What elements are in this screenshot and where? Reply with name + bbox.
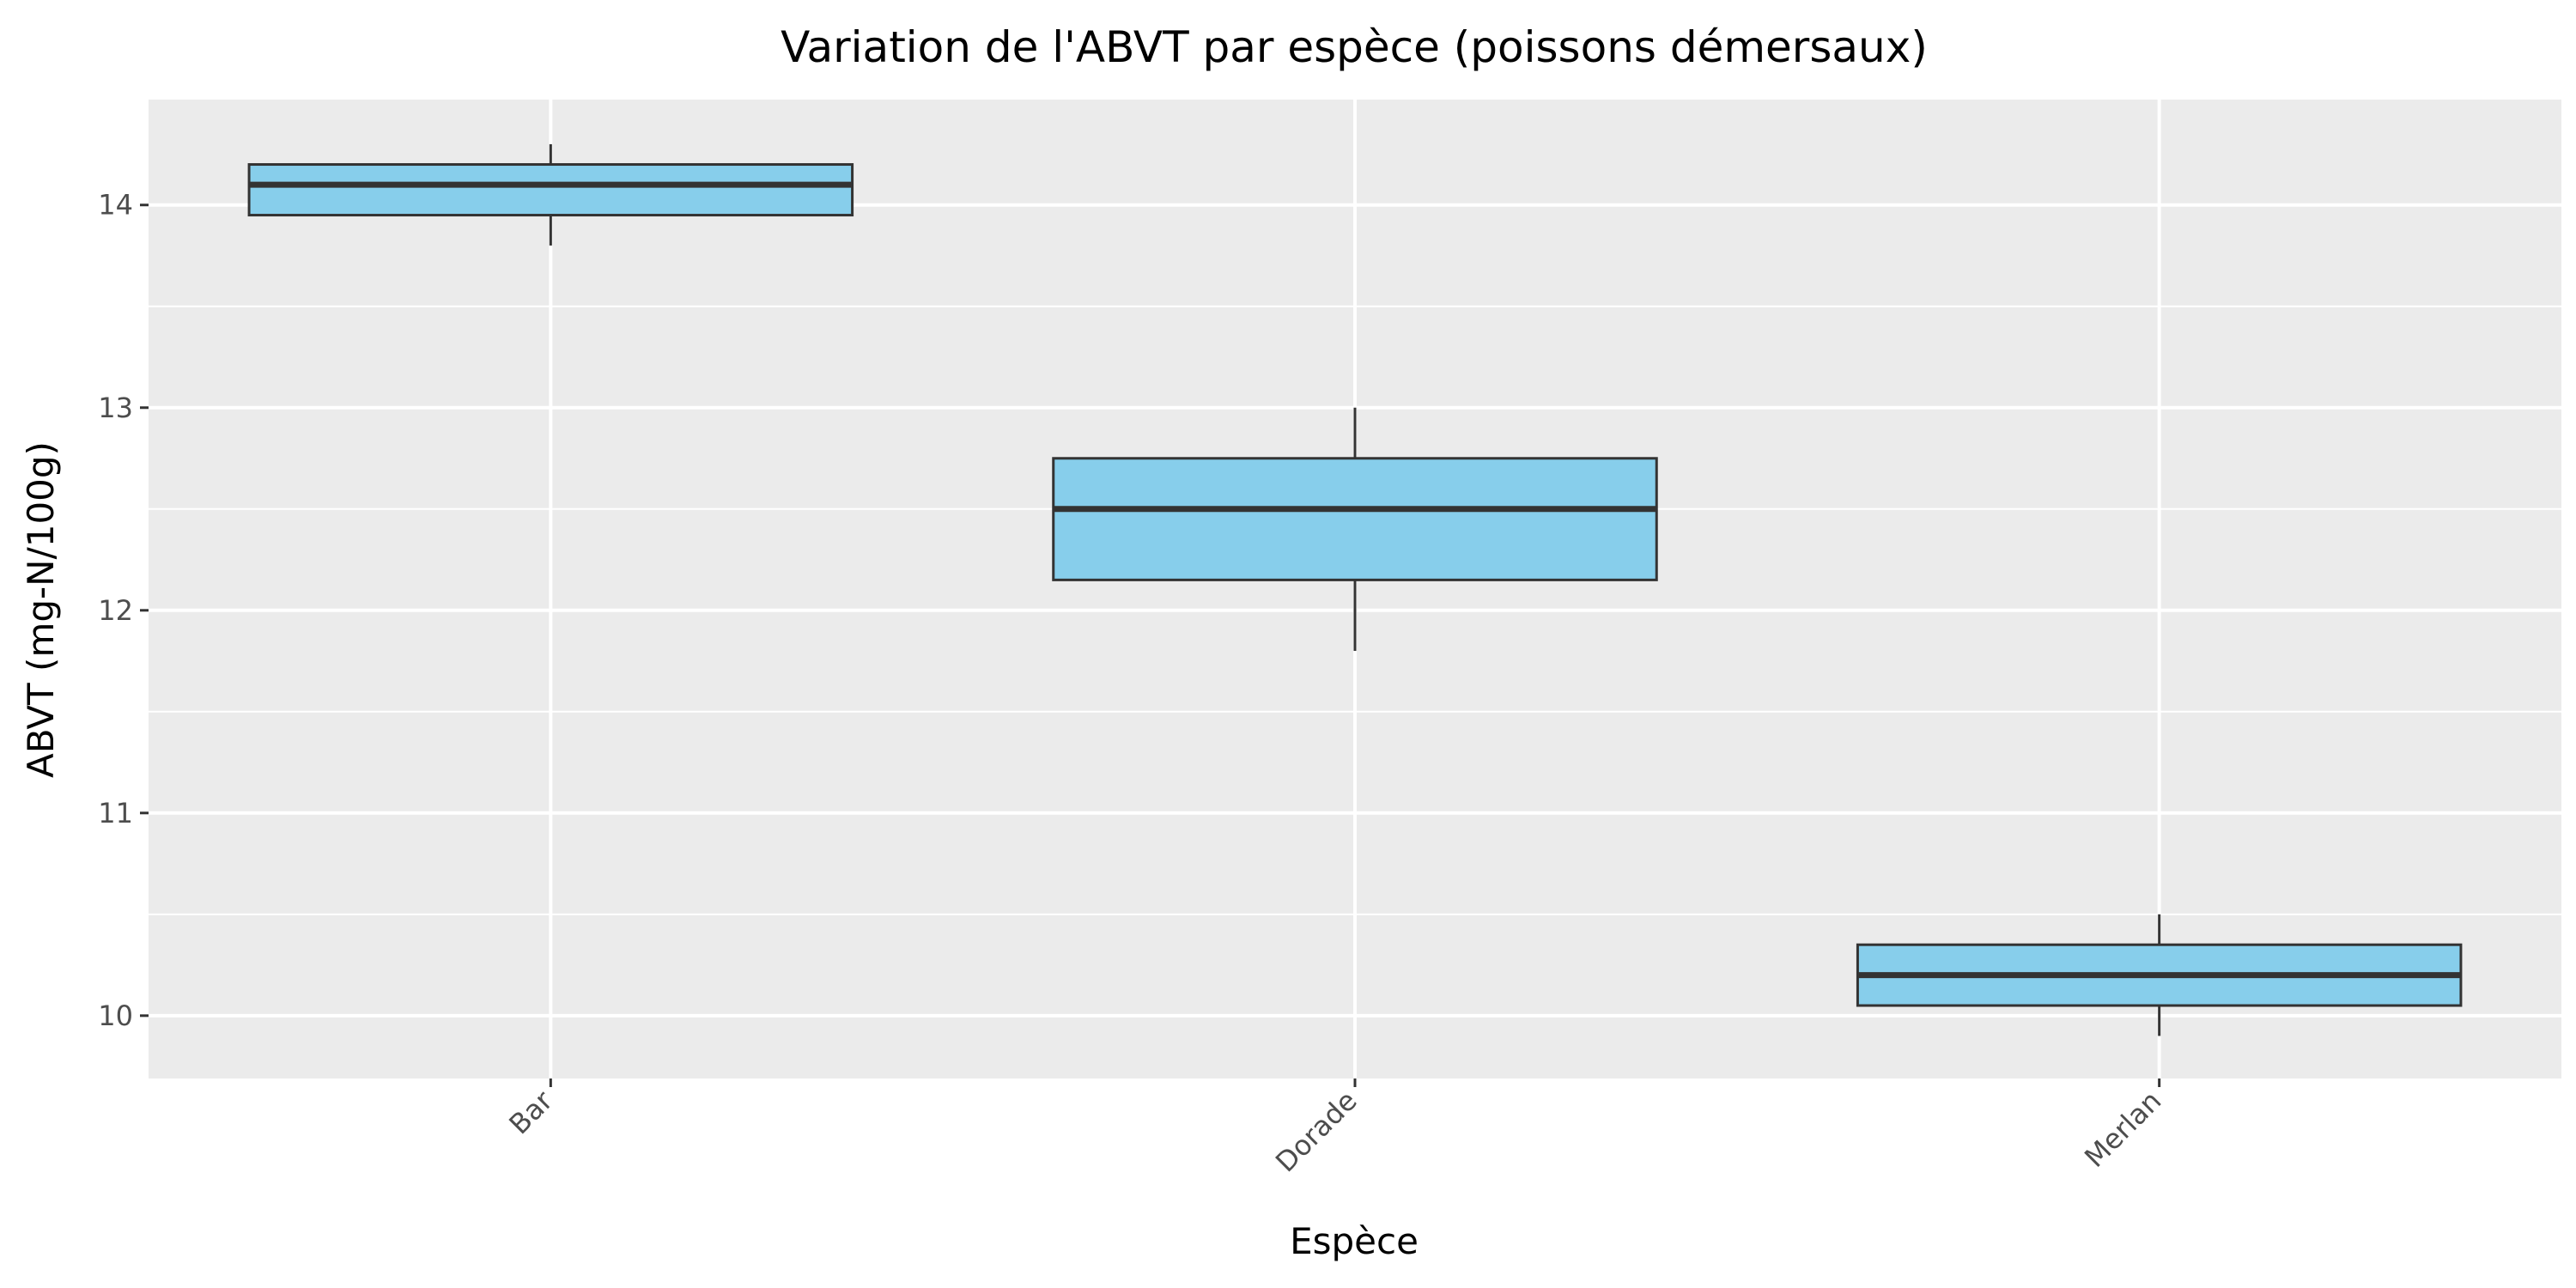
y-tick-label: 12 [98,594,133,627]
box-dorade [1052,407,1658,651]
y-tick-label: 10 [98,999,133,1032]
x-tick-label: Merlan [2078,1084,2167,1174]
boxes [247,143,2463,1036]
y-tick-label: 11 [98,797,133,829]
x-tick-label: Bar [502,1084,559,1140]
box-merlan [1856,914,2463,1036]
box-bar [247,143,854,246]
y-axis-title: ABVT (mg-N/100g) [20,441,62,778]
chart-title: Variation de l'ABVT par espèce (poissons… [781,22,1928,72]
y-tick-label: 14 [98,189,133,222]
y-tick-label: 13 [98,392,133,424]
x-axis: Bar Dorade Merlan [502,1078,2167,1178]
y-axis: 10 11 12 13 14 [98,189,149,1032]
x-axis-title: Espèce [1290,1220,1419,1262]
x-tick-label: Dorade [1269,1084,1364,1179]
box-iqr [1052,457,1658,581]
box-iqr [247,163,854,217]
